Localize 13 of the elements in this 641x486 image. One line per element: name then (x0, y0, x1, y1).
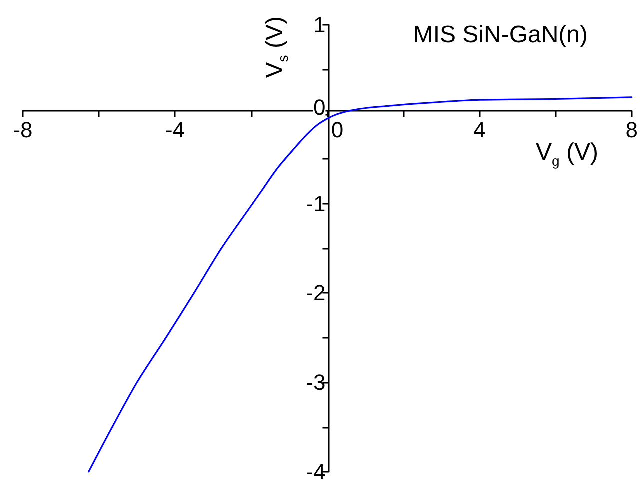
x-tick-label: 0 (331, 118, 344, 143)
y-tick-label: -1 (306, 191, 326, 216)
x-tick-label: -4 (165, 118, 185, 143)
y-tick-label: -2 (306, 280, 326, 306)
x-axis-title: V$_{g}$ (V) (536, 139, 598, 169)
y-tick-label: -3 (306, 370, 326, 396)
x-tick-label: 4 (474, 118, 486, 143)
x-tick-label: 8 (626, 118, 638, 143)
y-tick-label: 0 (313, 94, 326, 120)
y-tick-label: -4 (306, 460, 326, 484)
y-tick-label: 1 (313, 12, 326, 38)
chart-title: MIS SiN-GaN(n) (413, 22, 588, 48)
x-tick-label: -8 (13, 118, 33, 143)
